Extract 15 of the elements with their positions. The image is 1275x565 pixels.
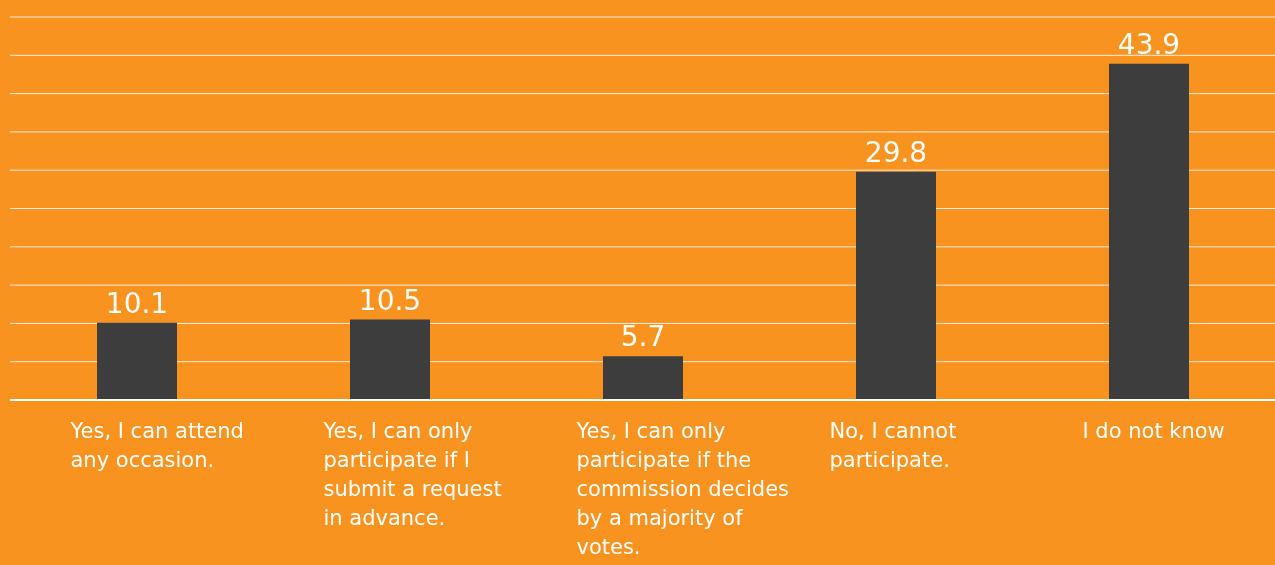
- x-tick-label: I do not know: [1082, 419, 1225, 443]
- x-tick-label: Yes, I can attend any occasion.: [69, 419, 244, 472]
- data-label: 5.7: [620, 320, 666, 354]
- data-label: 10.1: [105, 286, 169, 320]
- bar: [350, 319, 430, 400]
- data-label: 43.9: [1117, 27, 1181, 61]
- x-tick-label: Yes, I can only participate if I submit a request in advance.: [322, 419, 502, 530]
- bar: [603, 356, 683, 400]
- x-tick-label: No, I cannot participate.: [829, 419, 957, 472]
- bar: [856, 171, 936, 400]
- x-tick-label: Yes, I can only participate if the commission decides by a majority of votes.: [575, 419, 790, 559]
- data-label: 10.5: [358, 283, 422, 317]
- data-label: 29.8: [864, 135, 928, 169]
- bar: [97, 322, 177, 400]
- bar: [1109, 63, 1189, 400]
